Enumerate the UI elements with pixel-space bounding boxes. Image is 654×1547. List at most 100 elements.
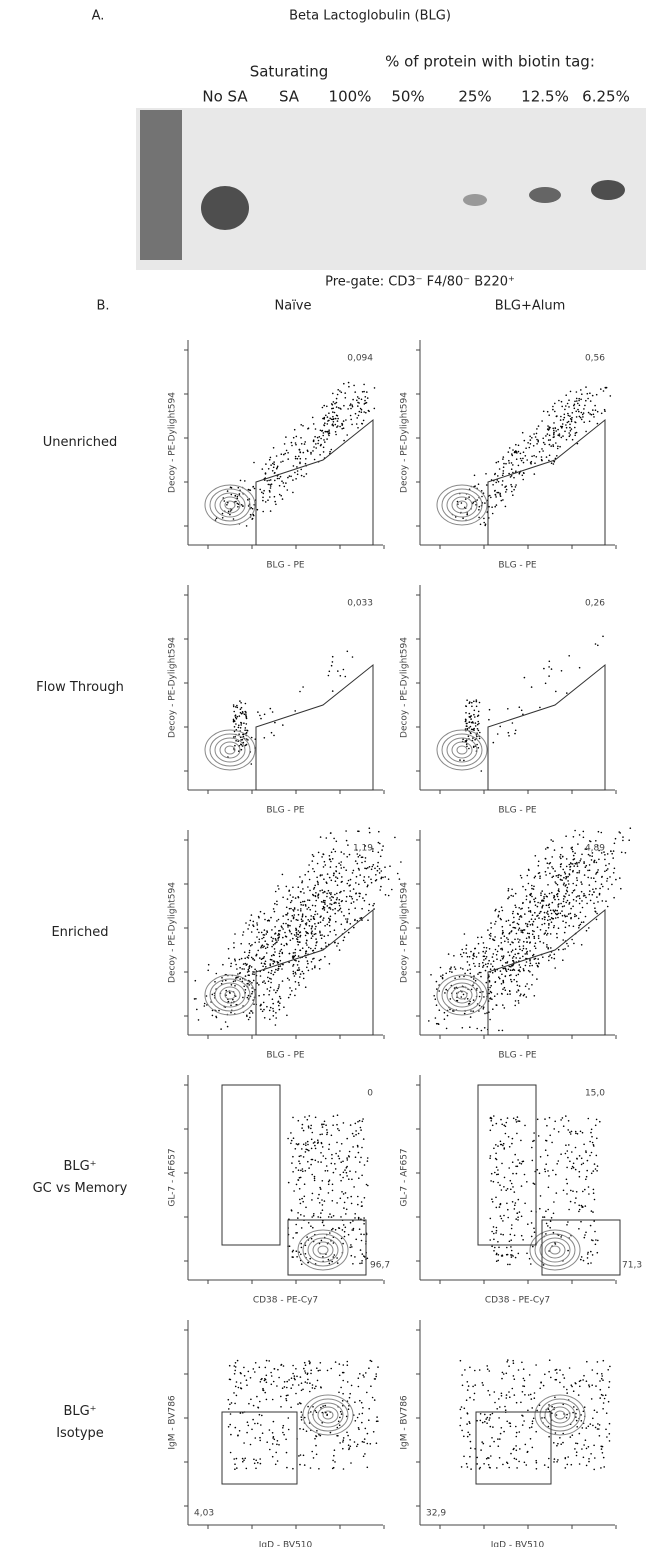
event-dot [496, 462, 498, 464]
gate [222, 1085, 280, 1245]
event-dot [249, 1017, 251, 1019]
event-dot [560, 913, 562, 915]
event-dot [336, 897, 338, 899]
event-dot [569, 1161, 571, 1163]
event-dot [312, 417, 314, 419]
event-dot [531, 1426, 533, 1428]
event-dot [366, 391, 368, 393]
event-dot [347, 1435, 349, 1437]
gate-value: 0,26 [585, 599, 605, 609]
event-dot [599, 1424, 601, 1426]
event-dot [503, 470, 505, 472]
event-dot [340, 1180, 342, 1182]
event-dot [555, 1379, 557, 1381]
event-dot [496, 1174, 498, 1176]
event-dot [553, 422, 555, 424]
event-dot [313, 950, 315, 952]
event-dot [559, 433, 561, 435]
event-dot [500, 1215, 502, 1217]
gate-value: 15,0 [585, 1089, 605, 1099]
event-dot [359, 1263, 361, 1265]
event-dot [513, 961, 515, 963]
event-dot [292, 965, 294, 967]
event-dot [319, 932, 321, 934]
event-dot [326, 1129, 328, 1131]
event-dot [506, 1122, 508, 1124]
event-dot [539, 1173, 541, 1175]
contour [308, 1399, 348, 1431]
event-dot [305, 942, 307, 944]
event-dot [328, 1259, 330, 1261]
event-dot [610, 850, 612, 852]
event-dot [511, 1183, 513, 1185]
event-dot [312, 968, 314, 970]
event-dot [589, 1141, 591, 1143]
event-dot [489, 987, 491, 989]
event-dot [379, 889, 381, 891]
event-dot [606, 1436, 608, 1438]
event-dot [519, 473, 521, 475]
event-dot [270, 708, 272, 710]
event-dot [235, 1386, 237, 1388]
event-dot [561, 427, 563, 429]
event-dot [286, 1387, 288, 1389]
event-dot [288, 979, 290, 981]
event-dot [315, 1160, 317, 1162]
event-dot [570, 430, 572, 432]
event-dot [531, 965, 533, 967]
gate [488, 910, 605, 1035]
event-dot [586, 1170, 588, 1172]
event-dot [526, 899, 528, 901]
event-dot [508, 732, 510, 734]
event-dot [279, 1009, 281, 1011]
event-dot [502, 1004, 504, 1006]
event-dot [347, 1381, 349, 1383]
event-dot [382, 845, 384, 847]
event-dot [278, 478, 280, 480]
event-dot [333, 1467, 335, 1469]
event-dot [534, 945, 536, 947]
event-dot [264, 913, 266, 915]
event-dot [511, 981, 513, 983]
event-dot [509, 1422, 511, 1424]
event-dot [605, 865, 607, 867]
event-dot [554, 954, 556, 956]
event-dot [533, 888, 535, 890]
event-dot [511, 965, 513, 967]
event-dot [305, 1364, 307, 1366]
event-dot [247, 1421, 249, 1423]
event-dot [489, 495, 491, 497]
event-dot [239, 1430, 241, 1432]
event-dot [556, 1372, 558, 1374]
event-dot [498, 1030, 500, 1032]
event-dot [295, 478, 297, 480]
event-dot [268, 1360, 270, 1362]
event-dot [272, 998, 274, 1000]
event-dot [583, 831, 585, 833]
event-dot [590, 1423, 592, 1425]
event-dot [513, 1118, 515, 1120]
event-dot [327, 1370, 329, 1372]
event-dot [467, 728, 469, 730]
event-dot [274, 1368, 276, 1370]
event-dot [378, 852, 380, 854]
event-dot [335, 851, 337, 853]
event-dot [357, 920, 359, 922]
event-dot [343, 1207, 345, 1209]
event-dot [512, 1161, 514, 1163]
event-dot [465, 740, 467, 742]
event-dot [473, 502, 475, 504]
event-dot [334, 913, 336, 915]
event-dot [485, 952, 487, 954]
event-dot [567, 413, 569, 415]
event-dot [479, 996, 481, 998]
event-dot [588, 1458, 590, 1460]
event-dot [528, 936, 530, 938]
event-dot [592, 1240, 594, 1242]
event-dot [295, 928, 297, 930]
event-dot [508, 920, 510, 922]
event-dot [257, 1423, 259, 1425]
event-dot [332, 1124, 334, 1126]
event-dot [325, 1158, 327, 1160]
event-dot [567, 403, 569, 405]
